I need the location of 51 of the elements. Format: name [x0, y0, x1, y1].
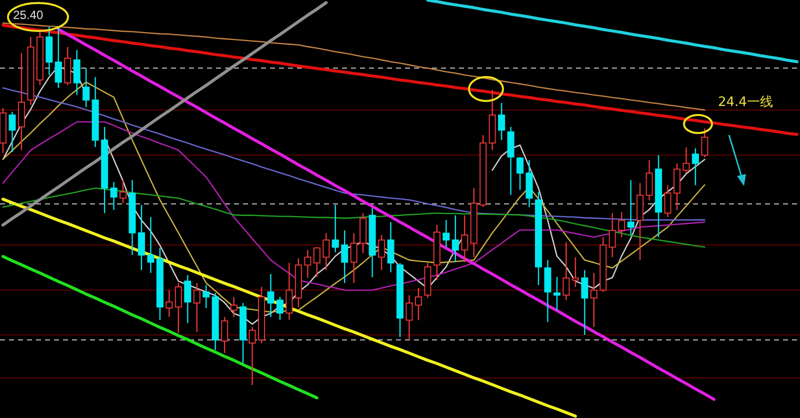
candlestick — [387, 222, 394, 273]
candlestick — [618, 211, 626, 238]
candlestick — [54, 27, 62, 88]
candlestick — [701, 128, 708, 158]
candlestick — [516, 156, 524, 190]
candlestick — [276, 296, 284, 320]
candlestick — [581, 269, 588, 336]
candlestick — [452, 214, 459, 263]
candlestick — [664, 184, 672, 218]
candlestick — [193, 282, 200, 333]
candlestick — [544, 259, 552, 323]
candlestick — [406, 294, 413, 340]
candlestick — [267, 273, 274, 318]
candlestick — [572, 256, 579, 288]
candlestick — [414, 287, 422, 321]
candlestick — [174, 282, 182, 334]
candlestick — [166, 290, 173, 318]
candlestick — [461, 214, 468, 263]
candlestick — [248, 326, 256, 386]
candlestick — [646, 160, 653, 201]
candlestick — [627, 180, 634, 236]
candlestick — [82, 68, 90, 108]
candlestick — [120, 179, 127, 204]
annotation: 24.4一线 — [718, 95, 773, 110]
candlestick — [673, 162, 680, 211]
candlestick — [304, 249, 312, 279]
candlestick — [73, 49, 80, 96]
candlestick — [332, 204, 339, 253]
candlestick — [202, 284, 210, 309]
candlestick — [313, 246, 320, 278]
candlestick — [138, 204, 145, 271]
candlestick — [110, 181, 118, 211]
candlestick — [8, 111, 16, 153]
candlestick — [230, 296, 238, 318]
candlestick — [221, 316, 228, 354]
candlestick — [608, 212, 616, 258]
annotation: 25.40 — [13, 8, 44, 22]
candlestick — [590, 272, 598, 328]
candlestick — [682, 146, 690, 174]
candlestick — [350, 232, 358, 284]
candlestick — [378, 234, 386, 271]
candlestick — [341, 230, 348, 284]
candlestick — [147, 216, 154, 274]
candlestick — [692, 148, 699, 186]
candlestick — [562, 242, 570, 301]
candlestick — [442, 219, 450, 248]
candlestick — [322, 232, 330, 271]
candlestick — [184, 274, 192, 324]
candlestick — [553, 276, 560, 311]
candlestick — [286, 262, 293, 320]
candlestick — [498, 102, 506, 141]
